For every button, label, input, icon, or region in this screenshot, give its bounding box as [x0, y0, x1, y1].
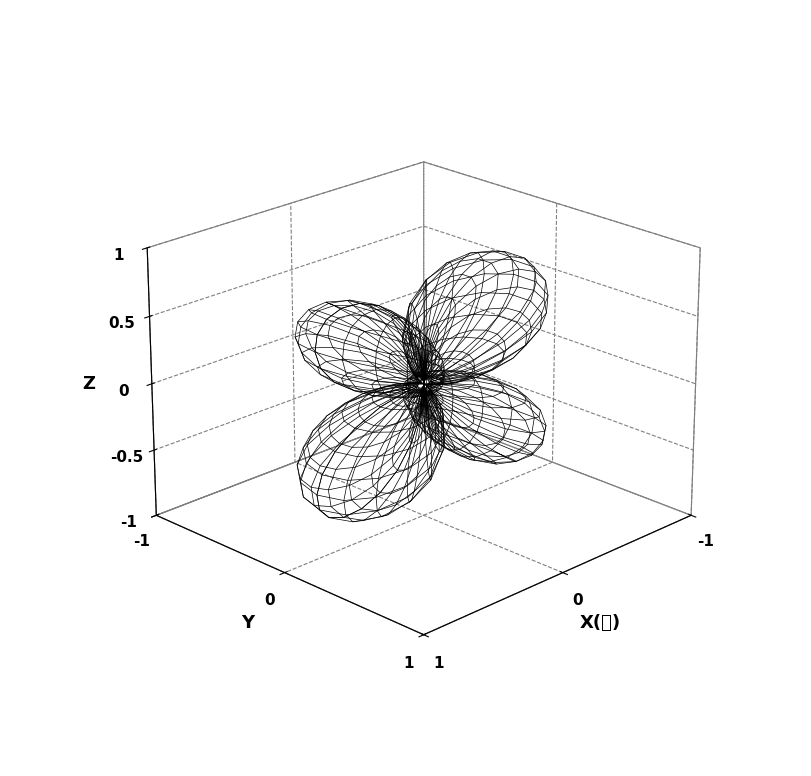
Y-axis label: Y: Y	[241, 614, 254, 632]
X-axis label: X(北): X(北)	[579, 614, 620, 632]
